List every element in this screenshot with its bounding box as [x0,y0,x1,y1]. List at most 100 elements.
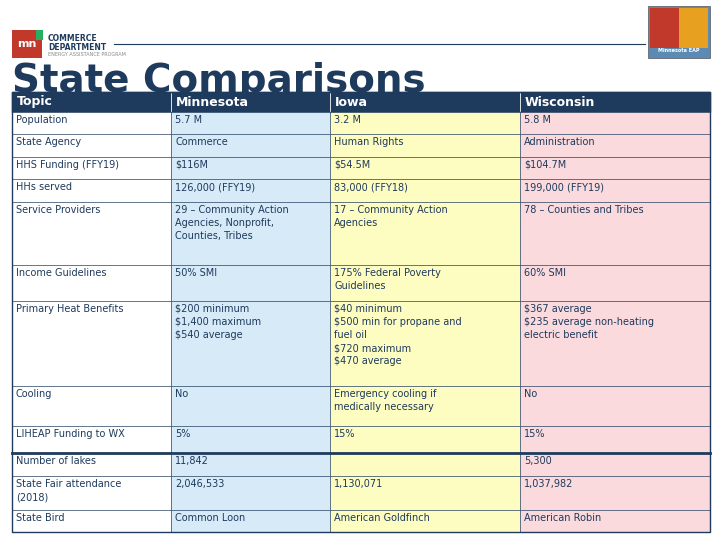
Text: 5.8 M: 5.8 M [524,115,551,125]
Bar [330,157,520,179]
Bar [171,134,330,157]
Bar [330,265,520,301]
Bar [12,112,171,134]
Bar [520,386,710,427]
Text: $116M: $116M [175,160,208,170]
Text: Common Loon: Common Loon [175,512,246,523]
Text: 15%: 15% [524,429,546,440]
Bar [330,454,520,476]
Bar [330,476,520,510]
Bar [171,510,330,532]
Bar [520,510,710,532]
Bar [12,92,171,112]
Bar [171,265,330,301]
Bar [330,202,520,265]
Text: American Goldfinch: American Goldfinch [334,512,430,523]
Bar [330,112,520,134]
Bar [12,30,42,58]
Bar [171,202,330,265]
Text: 83,000 (FFY18): 83,000 (FFY18) [334,183,408,192]
Text: $367 average
$235 average non-heating
electric benefit: $367 average $235 average non-heating el… [524,303,654,340]
Bar [650,8,708,48]
Bar [12,476,171,510]
Bar [171,157,330,179]
Text: Topic: Topic [17,96,53,109]
Bar [12,92,710,532]
Bar [12,386,171,427]
Text: LIHEAP Funding to WX: LIHEAP Funding to WX [16,429,125,440]
Text: DEPARTMENT: DEPARTMENT [48,43,107,52]
Bar [520,454,710,476]
Text: COMMERCE: COMMERCE [48,34,98,43]
Bar [12,202,171,265]
Text: Population: Population [16,115,68,125]
Text: mn: mn [17,39,37,49]
Bar [12,301,171,386]
Text: 5.7 M: 5.7 M [175,115,202,125]
Bar [171,386,330,427]
Text: Service Providers: Service Providers [16,205,100,215]
Text: Commerce: Commerce [175,138,228,147]
Bar [520,265,710,301]
Bar [679,8,708,48]
Bar [12,134,171,157]
Text: 1,130,071: 1,130,071 [334,479,384,489]
Text: $104.7M: $104.7M [524,160,567,170]
Text: 78 – Counties and Tribes: 78 – Counties and Tribes [524,205,644,215]
Text: Administration: Administration [524,138,595,147]
Text: State Comparisons: State Comparisons [12,62,426,100]
Text: Minnesota: Minnesota [176,96,249,109]
Bar [36,30,43,40]
Text: 17 – Community Action
Agencies: 17 – Community Action Agencies [334,205,448,228]
Text: Cooling: Cooling [16,389,53,399]
Bar [330,510,520,532]
Text: 175% Federal Poverty
Guidelines: 175% Federal Poverty Guidelines [334,268,441,291]
Bar [12,510,171,532]
Bar [171,454,330,476]
Bar [12,427,171,454]
Text: 50% SMI: 50% SMI [175,268,217,278]
Bar [171,179,330,202]
Text: 1,037,982: 1,037,982 [524,479,573,489]
Text: Emergency cooling if
medically necessary: Emergency cooling if medically necessary [334,389,436,412]
Bar [330,386,520,427]
Bar [520,476,710,510]
Text: Minnesota EAP: Minnesota EAP [658,48,700,53]
Text: $54.5M: $54.5M [334,160,371,170]
Bar [520,427,710,454]
Bar [12,179,171,202]
Text: 5%: 5% [175,429,191,440]
Text: Human Rights: Human Rights [334,138,404,147]
Text: 199,000 (FFY19): 199,000 (FFY19) [524,183,604,192]
Text: Income Guidelines: Income Guidelines [16,268,107,278]
Bar [12,92,710,112]
Bar [330,92,520,112]
Bar [171,301,330,386]
Bar [330,179,520,202]
Text: $40 minimum
$500 min for propane and
fuel oil
$720 maximum
$470 average: $40 minimum $500 min for propane and fue… [334,303,462,367]
Text: Primary Heat Benefits: Primary Heat Benefits [16,303,124,314]
Text: HHs served: HHs served [16,183,72,192]
Text: 5,300: 5,300 [524,456,552,467]
Bar [520,134,710,157]
Bar [12,265,171,301]
Text: State Bird: State Bird [16,512,65,523]
Text: 60% SMI: 60% SMI [524,268,566,278]
Text: 11,842: 11,842 [175,456,209,467]
Bar [520,202,710,265]
Bar [520,157,710,179]
Text: ENERGY ASSISTANCE PROGRAM: ENERGY ASSISTANCE PROGRAM [48,52,126,57]
Text: State Agency: State Agency [16,138,81,147]
Bar [12,454,171,476]
Text: Iowa: Iowa [336,96,368,109]
Bar [171,112,330,134]
Bar [12,157,171,179]
Bar [520,179,710,202]
Text: 2,046,533: 2,046,533 [175,479,225,489]
Text: $200 minimum
$1,400 maximum
$540 average: $200 minimum $1,400 maximum $540 average [175,303,261,340]
Bar [520,301,710,386]
Text: 15%: 15% [334,429,356,440]
Text: 29 – Community Action
Agencies, Nonprofit,
Counties, Tribes: 29 – Community Action Agencies, Nonprofi… [175,205,289,241]
Text: No: No [175,389,189,399]
Bar [330,301,520,386]
